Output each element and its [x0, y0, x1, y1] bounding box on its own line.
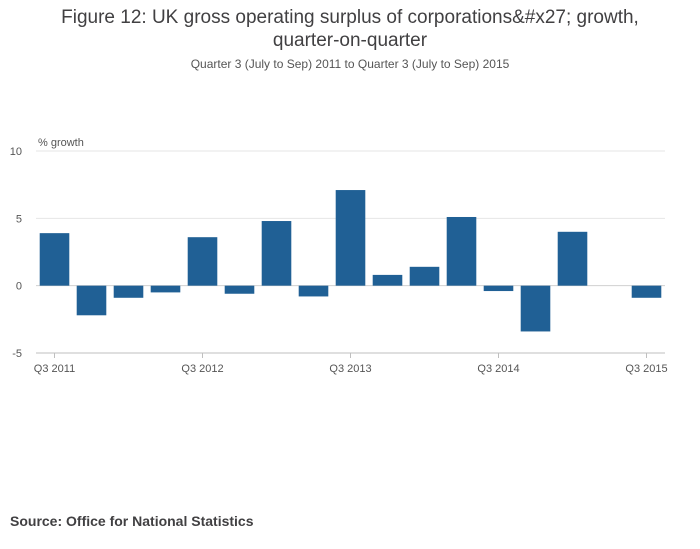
chart-title-line-1: Figure 12: UK gross operating surplus of…: [61, 7, 639, 28]
bar-q2-2014: [446, 216, 477, 286]
bar-q4-2014: [520, 285, 551, 332]
x-tick-label: Q3 2011: [34, 363, 75, 375]
chart-subtitle: Quarter 3 (July to Sep) 2011 to Quarter …: [190, 57, 510, 71]
x-tick-label: Q3 2013: [329, 363, 371, 375]
x-tick-label: Q3 2015: [625, 363, 667, 375]
y-tick-label: 10: [10, 146, 22, 158]
bar-q2-2012: [150, 285, 181, 293]
chart-title: Figure 12: UK gross operating surplus of…: [0, 6, 700, 52]
y-tick-label: -5: [12, 348, 22, 360]
x-tick-label: Q3 2014: [477, 363, 519, 375]
bar-q1-2012: [113, 285, 144, 298]
bar-q3-2011: [39, 233, 70, 286]
y-tick-label: 5: [16, 213, 22, 225]
bar-q4-2011: [76, 285, 107, 316]
bar-q4-2013: [372, 274, 403, 286]
bars: [39, 190, 662, 332]
x-tick-label: Q3 2012: [181, 363, 223, 375]
chart-title-line-2: quarter-on-quarter: [272, 30, 428, 51]
y-tick-label: 0: [16, 281, 22, 293]
bar-q1-2015: [557, 231, 588, 286]
bar-q2-2013: [298, 285, 329, 297]
y-axis-title: % growth: [38, 137, 84, 149]
source-note: Source: Office for National Statistics: [10, 513, 254, 529]
bar-q3-2014: [483, 285, 514, 292]
bar-q3-2013: [335, 190, 366, 286]
axes: -5 0 5 10 Q3 2011 Q3 2012 Q3 2013 Q3 2014 Q3 201…: [10, 146, 668, 375]
bar-q1-2014: [409, 266, 440, 286]
bar-q3-2015: [631, 285, 662, 298]
bar-q1-2013: [261, 221, 292, 286]
bar-q3-2012: [187, 237, 218, 286]
bar-q4-2012: [224, 285, 255, 294]
